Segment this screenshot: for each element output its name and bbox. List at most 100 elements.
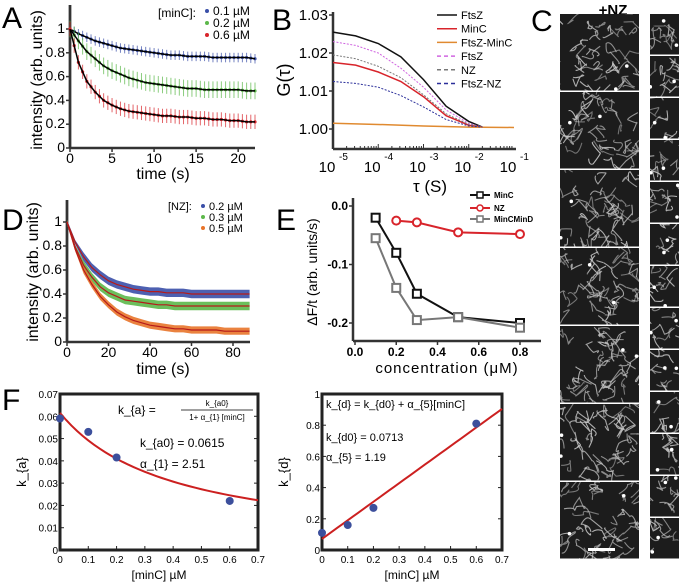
filament [653,24,678,39]
filament [612,209,625,222]
bright-spot [560,433,564,438]
legend-label: 0.5 µM [209,223,243,235]
filament [602,555,621,559]
filament [602,385,616,401]
filament [660,476,670,482]
filament [659,81,677,94]
filament [620,377,626,395]
filament [654,354,674,364]
filament [650,281,659,293]
filament [609,458,625,477]
filament [673,372,679,375]
microscopy-frame [650,350,679,391]
filament [561,482,569,493]
x-tick-label: 0.7 [251,555,265,566]
y-tick-label: 1 [57,20,65,36]
filament [599,98,613,103]
filament [660,379,672,388]
filament [656,480,667,492]
filament [666,253,679,265]
filament [624,415,637,433]
filament [621,204,634,226]
filament [560,406,566,422]
y-tick-label: 0 [52,546,58,557]
legend-label: FtsZ-MinC [461,37,512,49]
bright-spot [674,366,679,371]
filament [606,24,624,38]
microscopy-frame [650,434,679,475]
legend-marker [201,226,205,230]
filament [654,151,669,173]
y-tick-label: 1.01 [299,83,328,100]
x-tick-label: 0.7 [495,555,509,566]
filament [569,410,590,424]
filament [560,398,571,403]
filament [656,78,675,97]
filament [596,410,610,432]
filament [589,482,601,491]
filament [621,252,634,263]
filament [585,552,597,559]
filament [603,157,621,169]
y-tick-label: 0.4 [46,91,66,107]
filament [650,369,656,375]
filament [630,482,639,488]
filament [575,54,588,71]
x-tick-label: 0.6 [469,555,483,566]
filament [597,315,612,325]
filaments [655,224,679,265]
filament [650,290,664,302]
x-tick-exponent: -2 [475,152,484,163]
y-tick-label: 0.03 [39,479,59,490]
filament [575,538,586,552]
filament [560,489,570,498]
bright-spot [656,400,661,404]
bright-spot [569,199,574,204]
data-marker [391,215,402,226]
x-tick-label: 0.6 [223,555,237,566]
filament [609,61,638,74]
x-tick-label: 60 [184,344,200,360]
legend-marker [476,191,484,199]
filament [650,423,662,433]
y-tick-label: 0.2 [43,309,63,325]
x-tick-label: 20 [101,344,117,360]
legend-label: MinCMinD [494,215,533,224]
x-axis-label: time (s) [136,166,189,183]
filament [651,26,663,39]
filament [570,199,589,212]
data-point [112,453,121,462]
legend-title: [minC]: [158,6,196,20]
filament [583,92,593,101]
x-tick-label: 40 [142,344,158,360]
bright-spot [673,476,678,480]
filament [580,110,595,122]
filament [650,197,652,200]
data-point [472,419,481,428]
panel-label-b: B [272,4,292,37]
filament [605,202,619,215]
filament [607,368,628,390]
filaments [650,140,679,181]
bright-spot [652,120,657,125]
filaments [650,183,679,219]
filament [615,439,629,459]
x-tick-label: 0 [319,555,325,566]
bright-spot [598,114,602,119]
filament [612,450,630,466]
data-point [84,427,93,436]
filament [611,260,639,269]
filaments [560,92,639,169]
filament [570,438,581,450]
series-line [332,81,483,128]
y-tick-label: 0.6 [306,452,320,463]
filament [563,333,575,345]
filament [573,366,584,383]
filament [669,436,679,447]
legend-marker [201,215,205,219]
filament [602,202,618,213]
data-marker [370,233,381,244]
filament [618,363,636,373]
